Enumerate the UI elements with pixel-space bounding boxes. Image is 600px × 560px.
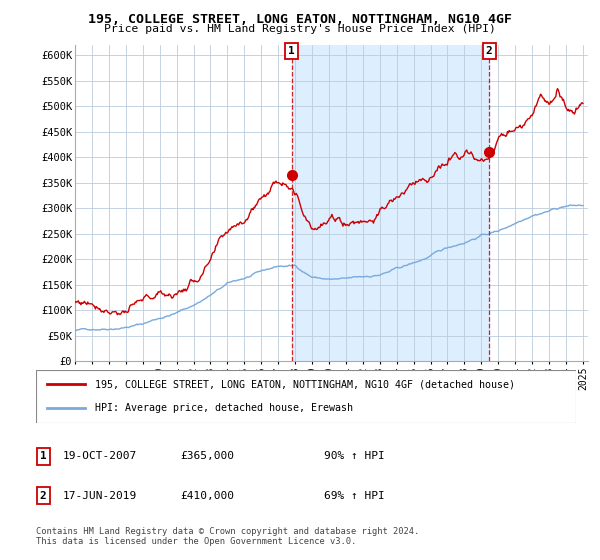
Text: £365,000: £365,000 [180,451,234,461]
Text: 90% ↑ HPI: 90% ↑ HPI [324,451,385,461]
Text: 195, COLLEGE STREET, LONG EATON, NOTTINGHAM, NG10 4GF: 195, COLLEGE STREET, LONG EATON, NOTTING… [88,13,512,26]
Text: 1: 1 [289,46,295,57]
Text: HPI: Average price, detached house, Erewash: HPI: Average price, detached house, Erew… [95,403,353,413]
Text: This data is licensed under the Open Government Licence v3.0.: This data is licensed under the Open Gov… [36,538,356,547]
Text: 195, COLLEGE STREET, LONG EATON, NOTTINGHAM, NG10 4GF (detached house): 195, COLLEGE STREET, LONG EATON, NOTTING… [95,380,515,390]
Text: 69% ↑ HPI: 69% ↑ HPI [324,491,385,501]
Text: 17-JUN-2019: 17-JUN-2019 [63,491,137,501]
Text: 19-OCT-2007: 19-OCT-2007 [63,451,137,461]
Text: Price paid vs. HM Land Registry's House Price Index (HPI): Price paid vs. HM Land Registry's House … [104,24,496,34]
Text: 1: 1 [40,451,47,461]
Text: 2: 2 [40,491,47,501]
Text: £410,000: £410,000 [180,491,234,501]
Bar [292,45,489,361]
Text: 2: 2 [486,46,493,57]
Text: Contains HM Land Registry data © Crown copyright and database right 2024.: Contains HM Land Registry data © Crown c… [36,526,419,536]
FancyBboxPatch shape [36,370,576,423]
